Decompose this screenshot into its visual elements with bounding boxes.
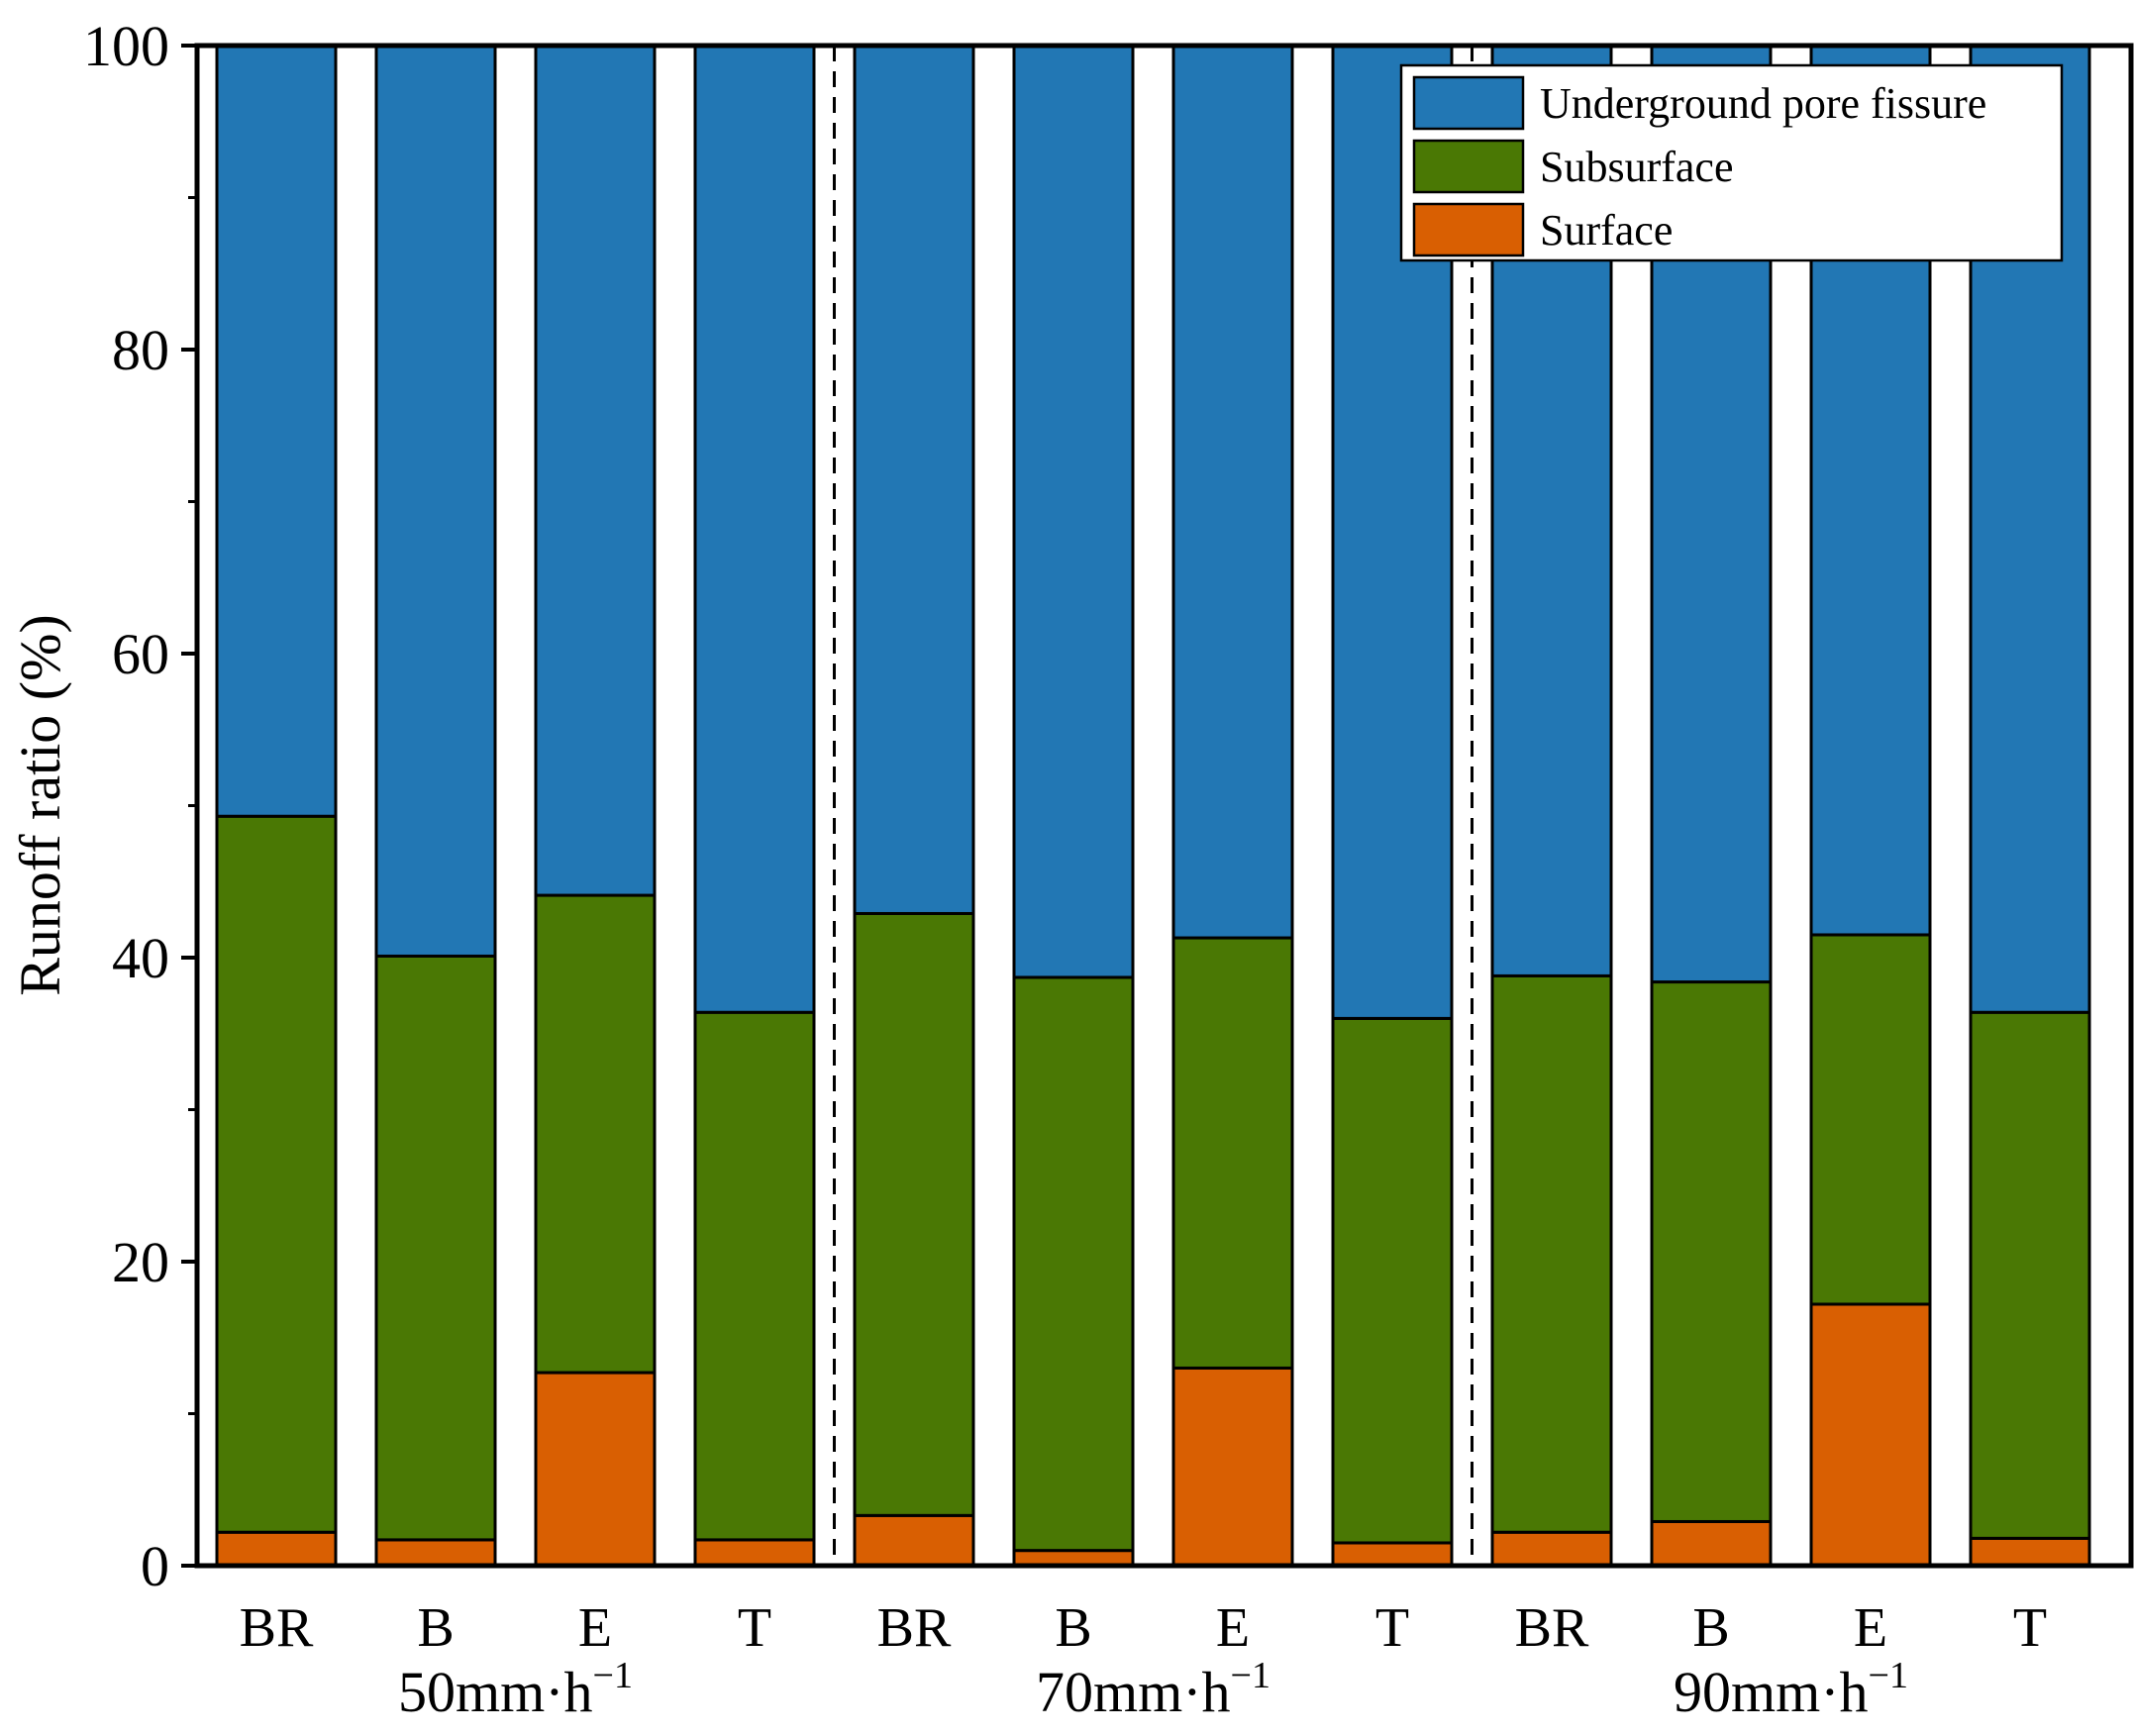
category-label-1: BR bbox=[240, 1597, 314, 1659]
bar-subsurface-7 bbox=[1171, 936, 1294, 1370]
y-tick-label-60: 60 bbox=[112, 622, 169, 686]
legend-swatch-underground-pore-fissure bbox=[1412, 75, 1525, 131]
y-tick-label-0: 0 bbox=[141, 1534, 169, 1598]
bar-underground-pore-fissure-3 bbox=[534, 44, 657, 897]
y-axis-title: Runoff ratio (%) bbox=[8, 614, 72, 996]
legend: Underground pore fissure Subsurface Surfac… bbox=[1399, 63, 2064, 262]
y-tick-label-100: 100 bbox=[83, 14, 169, 78]
bar-subsurface-5 bbox=[853, 911, 975, 1517]
bar-surface-4 bbox=[693, 1538, 816, 1568]
bar-subsurface-10 bbox=[1650, 980, 1773, 1523]
bar-underground-pore-fissure-7 bbox=[1171, 44, 1294, 940]
bar-subsurface-1 bbox=[215, 814, 338, 1534]
legend-label-surface: Surface bbox=[1540, 206, 1673, 255]
bar-underground-pore-fissure-1 bbox=[215, 44, 338, 818]
y-tick-label-40: 40 bbox=[112, 926, 169, 990]
category-label-6: B bbox=[1055, 1597, 1091, 1659]
bar-surface-12 bbox=[1969, 1536, 2091, 1568]
group-label-1: 50mm·h−1 bbox=[398, 1655, 633, 1724]
category-label-9: BR bbox=[1515, 1597, 1589, 1659]
bar-subsurface-8 bbox=[1331, 1016, 1454, 1545]
bar-subsurface-4 bbox=[693, 1010, 816, 1542]
bar-subsurface-6 bbox=[1012, 975, 1135, 1553]
bar-surface-2 bbox=[374, 1538, 497, 1568]
bar-subsurface-11 bbox=[1809, 933, 1932, 1306]
category-label-2: B bbox=[417, 1597, 454, 1659]
legend-label-subsurface: Subsurface bbox=[1540, 143, 1734, 191]
bar-surface-7 bbox=[1171, 1366, 1294, 1568]
legend-swatch-subsurface bbox=[1412, 139, 1525, 194]
bar-surface-11 bbox=[1809, 1302, 1932, 1568]
category-label-10: B bbox=[1692, 1597, 1729, 1659]
group-label-3: 90mm·h−1 bbox=[1674, 1655, 1908, 1724]
category-label-5: BR bbox=[877, 1597, 952, 1659]
bar-surface-3 bbox=[534, 1371, 657, 1568]
legend-swatch-surface bbox=[1412, 202, 1525, 257]
bar-surface-8 bbox=[1331, 1541, 1454, 1568]
bar-surface-10 bbox=[1650, 1519, 1773, 1568]
bar-subsurface-9 bbox=[1490, 973, 1613, 1534]
legend-label-underground-pore-fissure: Underground pore fissure bbox=[1540, 79, 1986, 128]
bar-underground-pore-fissure-5 bbox=[853, 44, 975, 915]
y-tick-label-80: 80 bbox=[112, 318, 169, 382]
bar-underground-pore-fissure-2 bbox=[374, 44, 497, 958]
y-tick-label-20: 20 bbox=[112, 1230, 169, 1294]
category-label-11: E bbox=[1854, 1597, 1887, 1659]
bar-subsurface-3 bbox=[534, 893, 657, 1375]
bar-surface-1 bbox=[215, 1530, 338, 1568]
bar-underground-pore-fissure-4 bbox=[693, 44, 816, 1014]
category-label-3: E bbox=[578, 1597, 612, 1659]
bar-underground-pore-fissure-6 bbox=[1012, 44, 1135, 979]
category-label-8: T bbox=[1375, 1597, 1409, 1659]
category-label-7: E bbox=[1216, 1597, 1250, 1659]
bar-surface-9 bbox=[1490, 1530, 1613, 1568]
group-label-2: 70mm·h−1 bbox=[1036, 1655, 1270, 1724]
category-label-4: T bbox=[738, 1597, 771, 1659]
bar-subsurface-12 bbox=[1969, 1010, 2091, 1540]
category-label-12: T bbox=[2013, 1597, 2047, 1659]
bar-subsurface-2 bbox=[374, 954, 497, 1542]
bar-surface-5 bbox=[853, 1513, 975, 1568]
